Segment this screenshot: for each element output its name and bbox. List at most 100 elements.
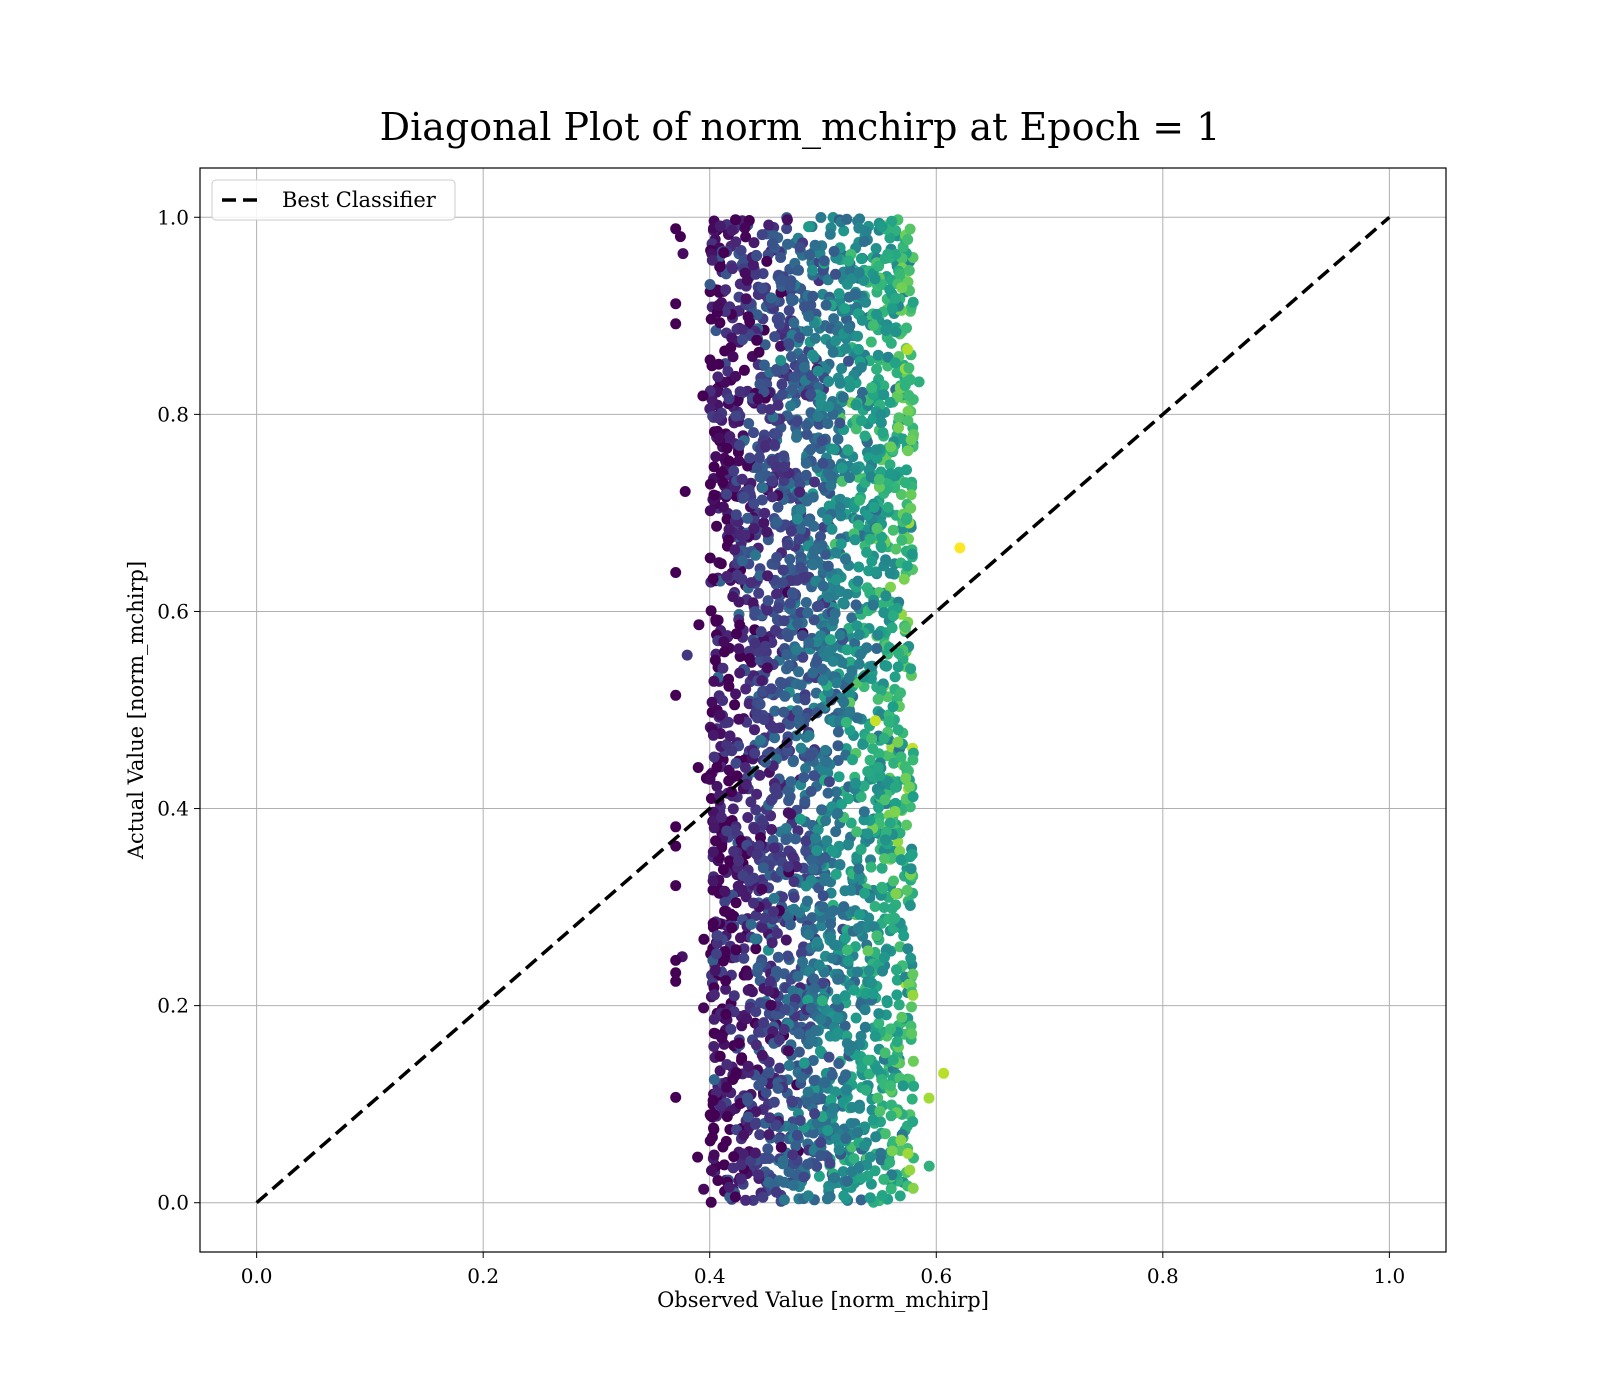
scatter-point [757,1191,769,1203]
plot-frame [199,167,1447,1253]
scatter-point [907,968,919,980]
scatter-point [907,1116,919,1128]
scatter-point [750,1118,761,1130]
scatter-point [800,763,812,774]
scatter-point [854,908,865,920]
scatter-point [832,726,844,738]
scatter-point [693,619,705,631]
scatter-point [711,520,723,532]
scatter-point [843,255,855,267]
scatter-point [883,715,895,727]
scatter-point [829,1172,841,1184]
scatter-point [770,1119,782,1131]
scatter-point [772,951,784,963]
scatter-point [766,238,778,250]
scatter-point [729,699,741,711]
scatter-point [771,313,783,325]
scatter-point [823,376,835,387]
scatter-point [722,534,734,546]
scatter-point [715,558,727,570]
scatter-point [899,477,911,489]
scatter-point [754,1129,766,1141]
scatter-point [889,357,901,369]
scatter-point [718,636,730,648]
scatter-point [715,811,727,823]
scatter-point [761,526,773,538]
scatter-point [769,331,781,343]
scatter-point [824,634,836,645]
scatter-point [795,742,807,754]
scatter-point [766,824,778,835]
scatter-point [712,930,724,942]
scatter-point [742,1092,753,1104]
scatter-point [762,570,774,582]
scatter-point [713,432,725,444]
scatter-point [775,252,787,263]
scatter-point [832,755,844,766]
scatter-point [726,922,738,934]
scatter-point [858,236,870,247]
x-axis-label: Observed Value [norm_mchirp] [657,1288,989,1312]
scatter-point [765,292,777,304]
scatter-point [866,733,878,744]
scatter-point [878,607,890,619]
scatter-point [750,549,761,561]
scatter-point [793,715,805,727]
scatter-point [738,943,750,955]
scatter-point [768,1096,780,1108]
scatter-point [865,861,877,873]
scatter-point [740,778,752,790]
scatter-point [885,1023,896,1035]
scatter-point [732,395,744,407]
scatter-point [905,434,917,446]
scatter-point [803,929,815,940]
scatter-point [795,679,807,691]
scatter-point [892,661,904,673]
scatter-point [835,510,847,522]
scatter-point [711,948,722,960]
scatter-point [852,343,864,355]
scatter-point [791,513,803,525]
scatter-point [753,840,765,852]
scatter-point [738,952,750,964]
scatter-point [820,299,832,311]
scatter-point [828,444,840,455]
scatter-point [864,533,876,545]
scatter-point [807,667,819,679]
scatter-point [777,891,788,903]
scatter-point [830,677,842,689]
scatter-point [813,1170,825,1182]
scatter-point [743,418,755,429]
scatter-point [907,989,919,1001]
scatter-point [708,751,720,763]
scatter-point [785,776,797,788]
scatter-point [724,730,736,742]
scatter-point [778,678,790,690]
scatter-point [797,956,809,968]
scatter-point [822,647,834,659]
scatter-point [853,222,865,234]
scatter-point [681,649,693,661]
scatter-point [731,628,742,640]
scatter-point [809,1108,821,1120]
scatter-point [832,1012,844,1024]
scatter-point [758,1017,770,1029]
scatter-point [812,824,824,836]
scatter-point [720,1008,732,1020]
scatter-point [860,1084,872,1096]
scatter-point [823,1051,835,1063]
scatter-point [874,770,886,782]
scatter-point [832,807,844,819]
scatter-point [752,393,764,405]
scatter-point [906,1093,918,1105]
scatter-point [743,875,755,887]
scatter-point [887,303,898,315]
scatter-point [708,989,720,1001]
x-tick-label: 0.0 [241,1264,273,1288]
x-tick-label: 0.6 [920,1264,952,1288]
scatter-point [780,822,792,834]
scatter-point [853,658,865,670]
scatter-point [887,1054,899,1066]
scatter-point [852,1127,864,1138]
scatter-point [746,986,758,998]
